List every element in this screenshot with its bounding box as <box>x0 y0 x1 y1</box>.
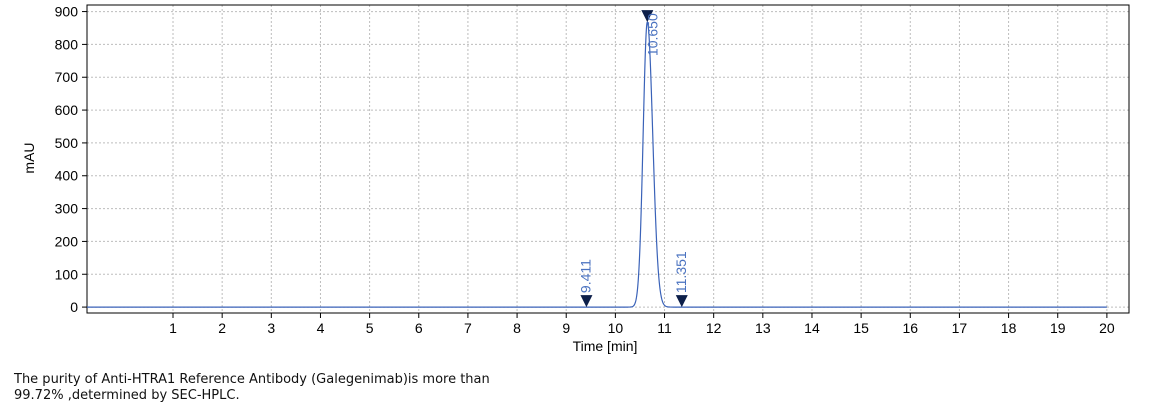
plot-frame <box>86 4 1130 314</box>
peak-label: 11.351 <box>673 251 689 293</box>
x-tick-label: 20 <box>1099 320 1115 336</box>
x-axis-label: Time [min] <box>573 338 638 354</box>
y-tick-label: 700 <box>55 69 79 85</box>
x-tick-label: 15 <box>853 320 869 336</box>
caption: The purity of Anti-HTRA1 Reference Antib… <box>14 372 490 404</box>
x-tick-label: 2 <box>218 320 226 336</box>
peak-marker-icon <box>675 295 688 308</box>
y-tick-label: 500 <box>55 135 79 151</box>
x-tick-label: 9 <box>562 320 570 336</box>
axis-ticks: 1 2 3 4 5 6 7 8 9 10 11 12 13 14 15 16 17 18 19 20010020030… <box>55 4 1115 336</box>
y-tick-label: 100 <box>55 266 79 282</box>
x-tick-label: 17 <box>952 320 968 336</box>
x-tick-label: 10 <box>608 320 624 336</box>
x-tick-label: 7 <box>464 320 472 336</box>
y-tick-label: 800 <box>55 36 79 52</box>
peak-markers: 9.411 10.650 11.351 <box>577 10 689 308</box>
x-tick-label: 1 <box>169 320 177 336</box>
x-tick-label: 8 <box>513 320 521 336</box>
y-tick-label: 0 <box>70 299 78 315</box>
chromatogram-chart: 1 2 3 4 5 6 7 8 9 10 11 12 13 14 15 16 17 18 19 20010020030… <box>21 4 1130 354</box>
caption-line-1: The purity of Anti-HTRA1 Reference Antib… <box>14 372 490 387</box>
y-tick-label: 400 <box>55 168 79 184</box>
x-tick-label: 11 <box>657 320 672 336</box>
y-tick-label: 300 <box>55 201 79 217</box>
grid-lines <box>87 5 1129 313</box>
peak-label: 10.650 <box>644 13 660 56</box>
y-axis-label: mAU <box>21 142 37 173</box>
caption-line-2: 99.72% ,determined by SEC-HPLC. <box>14 388 240 403</box>
x-tick-label: 6 <box>415 320 423 336</box>
x-tick-label: 13 <box>755 320 771 336</box>
y-tick-label: 900 <box>55 4 79 20</box>
x-tick-label: 16 <box>902 320 918 336</box>
x-tick-label: 3 <box>267 320 275 336</box>
x-tick-label: 4 <box>317 320 325 336</box>
peak-marker-icon <box>641 10 654 23</box>
x-tick-label: 12 <box>706 320 722 336</box>
peak-label: 9.411 <box>577 259 593 293</box>
peak-marker-icon <box>580 295 593 308</box>
x-tick-label: 5 <box>366 320 374 336</box>
y-tick-label: 200 <box>55 233 79 249</box>
x-tick-label: 19 <box>1050 320 1066 336</box>
trace-layer <box>87 20 1107 308</box>
x-tick-label: 14 <box>804 320 820 336</box>
x-tick-label: 18 <box>1001 320 1017 336</box>
y-tick-label: 600 <box>55 102 79 118</box>
chromatogram-trace <box>87 20 1107 308</box>
